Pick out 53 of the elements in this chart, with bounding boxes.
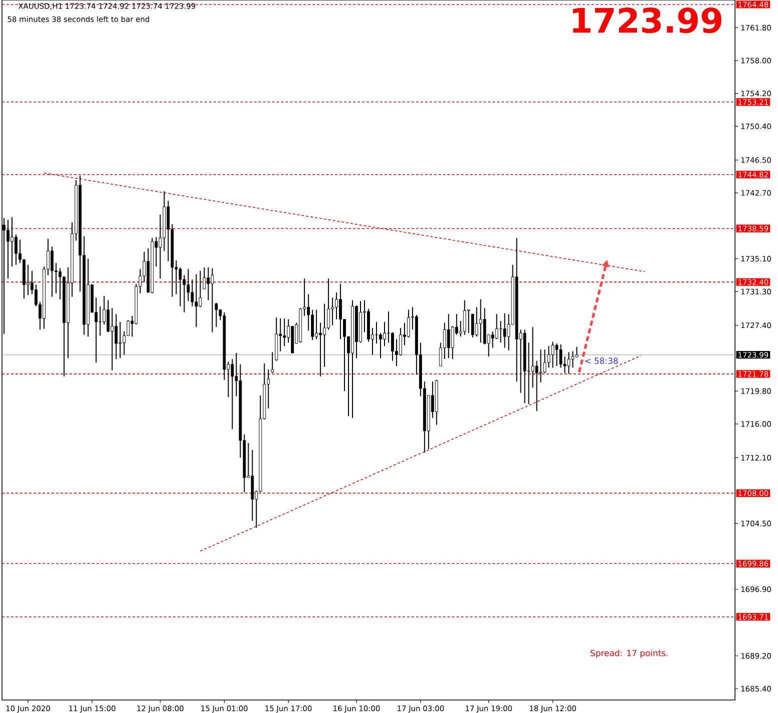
candlestick — [250, 449, 254, 522]
candlestick — [106, 300, 110, 333]
candlestick — [50, 246, 54, 298]
candlestick — [379, 332, 382, 359]
candlestick — [202, 266, 206, 290]
candlestick — [559, 344, 562, 368]
candlestick — [451, 326, 454, 360]
candlestick — [178, 266, 182, 307]
candlestick — [571, 350, 574, 368]
candlestick — [331, 297, 334, 326]
candlestick — [314, 309, 318, 340]
candlestick — [547, 346, 550, 368]
candlestick — [495, 314, 498, 340]
candlestick — [114, 314, 118, 360]
candlestick — [383, 321, 386, 347]
candlestick — [6, 219, 10, 280]
candlestick — [575, 346, 578, 358]
candlestick — [322, 303, 326, 368]
candlestick — [503, 312, 506, 348]
candlestick — [555, 343, 558, 366]
candlestick — [310, 309, 314, 341]
candlestick — [10, 216, 14, 267]
candlestick — [531, 326, 534, 388]
candlestick — [14, 234, 18, 266]
candlestick — [407, 309, 410, 338]
candlestick — [463, 300, 466, 336]
candlestick — [391, 332, 394, 362]
candlestick — [318, 322, 322, 377]
annotation: < 58:38 — [585, 358, 618, 364]
candlestick — [214, 302, 218, 328]
candlestick — [479, 298, 482, 344]
candlestick — [447, 314, 450, 359]
candlestick — [118, 321, 122, 359]
candlestick — [210, 268, 214, 333]
candlestick — [110, 308, 114, 371]
candlestick — [230, 358, 234, 430]
candlestick — [543, 349, 546, 374]
candlestick — [335, 292, 338, 320]
candlestick — [282, 318, 286, 347]
candlestick — [399, 327, 402, 356]
candlestick — [551, 341, 554, 368]
candlestick — [539, 349, 542, 383]
chart-title: 1723.99 — [573, 8, 722, 34]
candlestick — [194, 274, 198, 328]
candlestick — [206, 266, 210, 301]
candlestick — [270, 352, 274, 374]
candlestick — [471, 314, 474, 338]
candlestick — [475, 306, 478, 338]
candlestick — [567, 352, 570, 374]
annotation: Spread: 17 points. — [590, 650, 668, 658]
candlestick — [467, 309, 470, 334]
candlestick — [491, 330, 494, 348]
candlestick — [339, 283, 342, 340]
